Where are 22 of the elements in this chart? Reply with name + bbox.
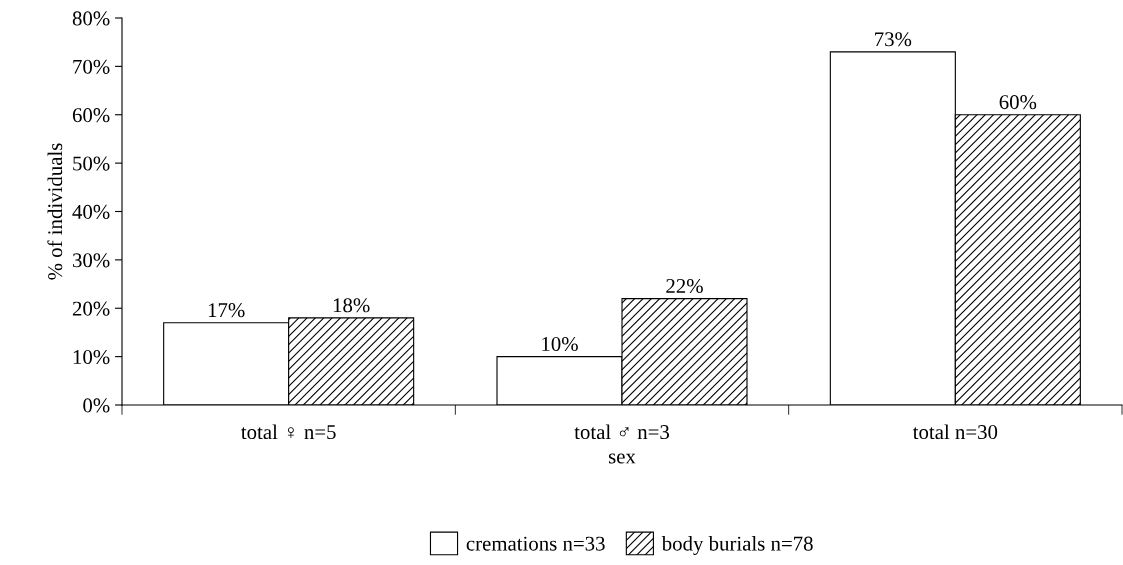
y-axis-title: % of individuals	[47, 143, 63, 280]
y-tick-label: 80%	[72, 11, 110, 26]
y-tick-label: 20%	[72, 301, 110, 316]
y-tick-label: 30%	[73, 253, 110, 268]
data-label: 10%	[542, 336, 578, 352]
data-label: 17%	[208, 303, 245, 318]
legend-label: cremations n=33	[466, 536, 605, 551]
y-tick-label: 70%	[73, 59, 110, 74]
y-tick-label: 40%	[72, 204, 110, 219]
data-label: 73%	[875, 32, 912, 47]
x-tick-label: total ♀ n=5	[241, 424, 336, 440]
data-label: 60%	[999, 95, 1037, 110]
x-tick-label: total n=30	[912, 424, 998, 440]
data-label: 22%	[666, 278, 703, 294]
x-axis-title: sex	[608, 453, 636, 464]
y-tick-label: 0%	[83, 398, 110, 413]
y-tick-label: 10%	[73, 350, 110, 365]
y-tick-label: 60%	[72, 108, 110, 123]
x-tick-label: total ♂ n=3	[574, 424, 670, 440]
y-tick-label: 50%	[73, 156, 110, 171]
legend-label: body burials n=78	[661, 535, 813, 555]
data-label: 18%	[333, 298, 370, 313]
